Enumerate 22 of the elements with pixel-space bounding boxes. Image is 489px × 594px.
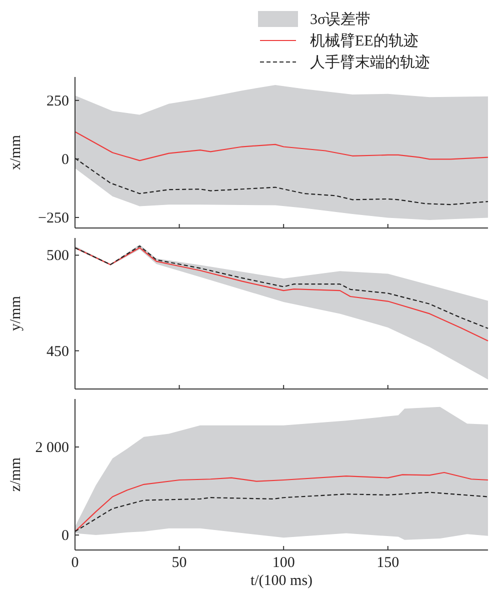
y-tick-label: −250 — [38, 210, 69, 226]
y-tick-label: 250 — [46, 93, 69, 110]
line-series — [74, 158, 489, 206]
y-tick-label: 0 — [62, 528, 69, 544]
line-series — [74, 492, 489, 532]
x-tick-label: 150 — [376, 555, 400, 571]
line-series — [74, 245, 489, 329]
line-series — [74, 472, 489, 532]
y-tick-label: 0 — [62, 152, 69, 168]
x-axis-title: t/(100 ms) — [250, 573, 313, 589]
legend-label: 人手臂末端的轨迹 — [310, 54, 430, 71]
y-axis-title: x/mm — [8, 134, 24, 170]
legend-label: 3σ误差带 — [310, 11, 371, 28]
legend-label: 机械臂EE的轨迹 — [310, 32, 418, 50]
y-axis-title: z/mm — [8, 457, 24, 492]
y-tick-label: 2 000 — [35, 440, 69, 456]
line-series — [74, 131, 489, 162]
y-axis-title: y/mm — [8, 296, 24, 332]
y-tick-label: 500 — [46, 248, 69, 264]
y-tick-label: 450 — [46, 344, 69, 360]
x-tick-label: 50 — [172, 555, 187, 571]
x-tick-label: 100 — [272, 555, 295, 571]
